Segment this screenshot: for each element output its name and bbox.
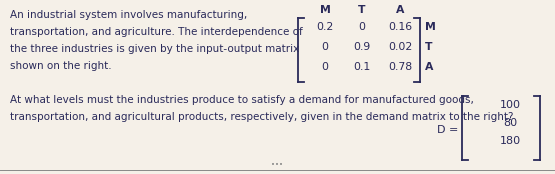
Text: M: M <box>320 5 330 15</box>
Text: 0.78: 0.78 <box>388 62 412 72</box>
Text: transportation, and agricultural products, respectively, given in the demand mat: transportation, and agricultural product… <box>10 112 513 122</box>
Text: 100: 100 <box>500 100 521 110</box>
Text: T: T <box>358 5 366 15</box>
Text: 0.02: 0.02 <box>388 42 412 52</box>
Text: 80: 80 <box>503 118 517 128</box>
Text: 0: 0 <box>321 42 329 52</box>
Text: T: T <box>425 42 432 52</box>
Text: A: A <box>396 5 404 15</box>
Text: 0.1: 0.1 <box>354 62 371 72</box>
Text: M: M <box>425 22 436 32</box>
Text: 0.2: 0.2 <box>316 22 334 32</box>
Text: 0.16: 0.16 <box>388 22 412 32</box>
Text: 0.9: 0.9 <box>354 42 371 52</box>
Text: 0: 0 <box>359 22 366 32</box>
Text: •••: ••• <box>271 162 283 168</box>
Text: At what levels must the industries produce to satisfy a demand for manufactured : At what levels must the industries produ… <box>10 95 474 105</box>
Text: transportation, and agriculture. The interdependence of: transportation, and agriculture. The int… <box>10 27 302 37</box>
Text: 180: 180 <box>500 136 521 146</box>
Text: 0: 0 <box>321 62 329 72</box>
Text: A: A <box>425 62 433 72</box>
Text: the three industries is given by the input-output matrix: the three industries is given by the inp… <box>10 44 299 54</box>
Text: An industrial system involves manufacturing,: An industrial system involves manufactur… <box>10 10 247 20</box>
Text: shown on the right.: shown on the right. <box>10 61 112 71</box>
Text: D =: D = <box>437 125 458 135</box>
